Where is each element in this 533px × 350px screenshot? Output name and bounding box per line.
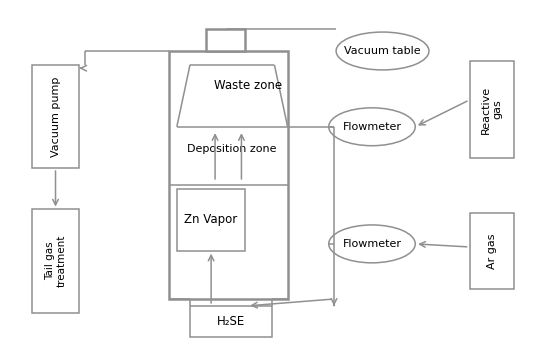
Ellipse shape — [329, 108, 415, 146]
Text: Reactive
gas: Reactive gas — [481, 85, 503, 134]
Bar — [177, 189, 245, 251]
Text: Ar gas: Ar gas — [487, 233, 497, 268]
Ellipse shape — [336, 32, 429, 70]
Text: Vacuum pump: Vacuum pump — [51, 76, 61, 157]
Text: Deposition zone: Deposition zone — [188, 144, 277, 154]
Text: Vacuum table: Vacuum table — [344, 46, 421, 56]
Bar — [190, 306, 272, 337]
Bar — [470, 213, 514, 289]
Text: Flowmeter: Flowmeter — [343, 239, 401, 249]
Ellipse shape — [329, 225, 415, 263]
Bar — [32, 209, 79, 313]
Text: H₂SE: H₂SE — [217, 315, 245, 328]
Text: Waste zone: Waste zone — [214, 79, 282, 92]
Bar — [169, 51, 288, 299]
Bar — [470, 61, 514, 158]
Text: Tail gas
treatment: Tail gas treatment — [45, 235, 66, 287]
Bar — [32, 65, 79, 168]
Bar — [206, 29, 245, 51]
Text: Flowmeter: Flowmeter — [343, 122, 401, 132]
Text: Zn Vapor: Zn Vapor — [184, 213, 238, 226]
